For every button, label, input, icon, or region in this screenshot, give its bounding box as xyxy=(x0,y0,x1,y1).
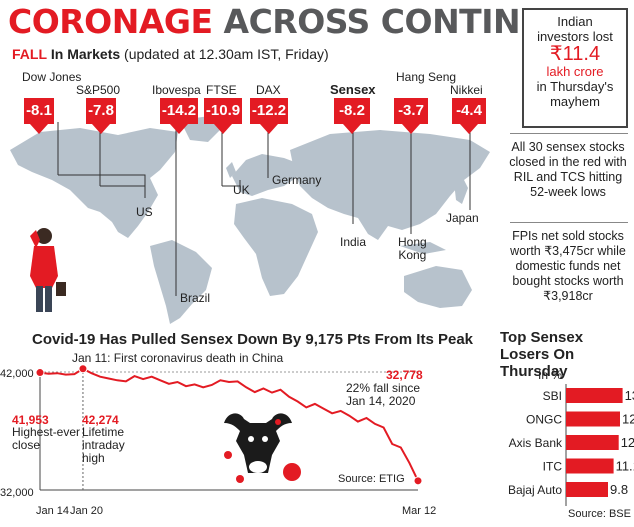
market-name-dow-jones: Dow Jones xyxy=(22,70,82,84)
bar-value-label: 9.8 xyxy=(610,482,628,497)
bar-value-label: 12.6 xyxy=(622,412,634,427)
south-america-shape xyxy=(150,240,212,324)
market-arrow-ftse xyxy=(214,124,232,134)
market-arrow-nikkei xyxy=(460,124,478,134)
line-chart-axes xyxy=(39,371,418,491)
europe-shape xyxy=(232,154,300,196)
investor-loss-callout: Indian investors lost ₹11.4 lakh crore i… xyxy=(522,8,628,128)
callout-unit: lakh crore xyxy=(546,64,604,79)
callout-line3: in Thursday's xyxy=(536,79,614,94)
market-value-ftse: -10.9 xyxy=(204,98,242,124)
title-red: CORONAGE xyxy=(8,2,213,41)
indonesia-shape xyxy=(400,242,446,254)
bull-head-illustration xyxy=(224,413,292,473)
market-value-dax: -12.2 xyxy=(250,98,288,124)
bar-ongc xyxy=(566,411,620,427)
bar-bajaj-auto xyxy=(566,482,608,497)
market-name-ftse: FTSE xyxy=(206,83,237,97)
country-hongkong-line1: Hong xyxy=(398,235,427,249)
market-value-nikkei: -4.4 xyxy=(452,98,486,124)
africa-shape xyxy=(234,198,318,296)
market-name-dax: DAX xyxy=(256,83,281,97)
country-india: India xyxy=(340,235,367,249)
market-arrow-hang-seng xyxy=(402,124,420,134)
bar-value-label: 11.1 xyxy=(616,459,634,474)
bar-chart-unit: In % xyxy=(538,368,563,382)
japan-shape xyxy=(454,176,468,204)
side-divider-1 xyxy=(510,133,628,134)
bar-itc xyxy=(566,458,614,474)
country-uk: UK xyxy=(233,183,250,197)
country-us: US xyxy=(136,205,153,219)
callout-line1: Indian xyxy=(557,14,593,29)
worried-man-illustration xyxy=(30,228,66,312)
side-note-fpi: FPIs net sold stocks worth ₹3,475cr whil… xyxy=(510,229,626,303)
connector-lines xyxy=(36,122,471,296)
bar-category-label: Bajaj Auto xyxy=(508,483,562,497)
sensex-series-line xyxy=(39,367,419,482)
market-value-ibovespa: -14.2 xyxy=(160,98,198,124)
market-name-sp500: S&P500 xyxy=(76,83,121,97)
subtitle-rest: In Markets xyxy=(50,46,121,62)
line-chart-subtitle: Jan 11: First coronavirus death in China xyxy=(72,351,284,365)
bar-category-label: ONGC xyxy=(526,413,562,427)
subtitle-fall: FALL xyxy=(12,46,47,62)
side-note-sensex-stocks: All 30 sensex stocks closed in the red w… xyxy=(509,140,627,199)
country-japan: Japan xyxy=(446,211,479,225)
bar-value-label: 13.2 xyxy=(625,388,634,403)
subtitle: FALL In Markets (updated at 12.30am IST,… xyxy=(12,46,329,62)
side-divider-2 xyxy=(510,222,628,223)
peak-close-point xyxy=(35,368,45,378)
north-america-shape xyxy=(10,128,178,238)
country-hongkong: Hong Kong xyxy=(398,236,427,262)
market-value-sensex: -8.2 xyxy=(334,98,370,124)
market-value-dow-jones: -8.1 xyxy=(24,98,54,124)
bar-category-label: ITC xyxy=(543,460,563,474)
callout-line2: investors lost xyxy=(537,29,613,44)
line-chart-title: Covid-19 Has Pulled Sensex Down By 9,175… xyxy=(32,331,473,348)
market-arrow-sensex xyxy=(343,124,361,134)
bar-category-label: SBI xyxy=(543,389,562,403)
subtitle-updated: (updated at 12.30am IST, Friday) xyxy=(124,46,329,62)
market-arrow-dax xyxy=(260,124,278,134)
sensex-line-chart xyxy=(35,364,423,491)
market-arrow-ibovespa xyxy=(170,124,188,134)
market-name-nikkei: Nikkei xyxy=(450,83,483,97)
latest-close-point xyxy=(413,476,423,486)
asia-shape xyxy=(290,130,490,240)
australia-shape xyxy=(404,266,472,308)
country-brazil: Brazil xyxy=(180,291,211,305)
bar-axis-bank xyxy=(566,435,619,450)
country-hongkong-line2: Kong xyxy=(398,248,427,262)
market-arrow-sp500 xyxy=(92,124,110,134)
market-name-sensex: Sensex xyxy=(330,82,376,97)
virus-illustration xyxy=(224,419,301,483)
market-name-ibovespa: Ibovespa xyxy=(152,83,201,97)
country-germany: Germany xyxy=(272,173,322,187)
losers-bar-chart: SBI 13.2 ONGC 12.6 Axis Bank 12.3 ITC 11.1 Bajaj… xyxy=(508,384,634,506)
line-chart-marks xyxy=(35,364,423,486)
bar-chart-source: Source: BSE xyxy=(568,508,631,520)
callout-amount: ₹11.4 xyxy=(549,43,601,65)
market-value-hang-seng: -3.7 xyxy=(394,98,428,124)
bar-category-label: Axis Bank xyxy=(509,436,563,450)
callout-line4: mayhem xyxy=(550,94,600,109)
bar-chart-title: Top Sensex Losers On Thursday xyxy=(500,329,584,380)
line-chart-series xyxy=(39,367,419,482)
intraday-high-point xyxy=(78,364,88,374)
market-value-sp500: -7.8 xyxy=(86,98,116,124)
bar-value-label: 12.3 xyxy=(621,435,634,450)
market-arrow-dow-jones xyxy=(30,124,48,134)
bar-sbi xyxy=(566,388,623,403)
uk-shape xyxy=(226,162,236,178)
world-map xyxy=(10,116,490,324)
market-name-hang-seng: Hang Seng xyxy=(396,70,457,84)
